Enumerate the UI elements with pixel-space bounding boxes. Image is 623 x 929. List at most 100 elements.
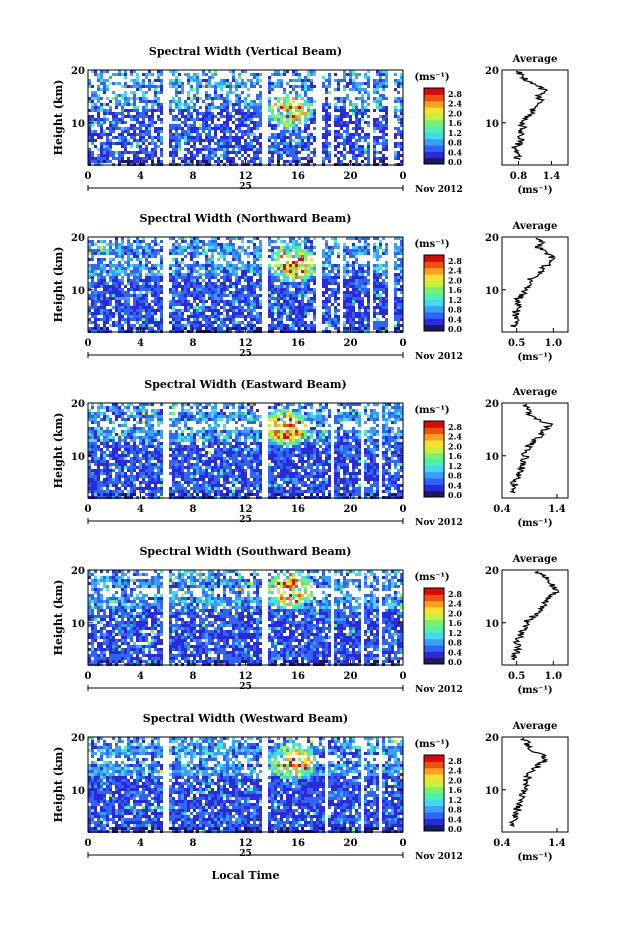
x-tick-label-0-6: 0	[400, 171, 407, 182]
x-tick-label-1-2: 8	[190, 338, 197, 349]
colorbar-2	[423, 420, 445, 498]
colorbar-swatch-3-10	[424, 594, 444, 602]
colorbar-swatch-1-2	[424, 312, 444, 319]
profile-x-label-0-1: 1.4	[543, 171, 560, 182]
profile-x-label-2-1: 1.4	[548, 504, 565, 515]
colorbar-tick-2-4: 1.2	[448, 461, 462, 471]
ylabel-0: Height (km)	[52, 80, 65, 156]
colorbar-swatch-0-0	[424, 157, 444, 165]
profile-xlabel-4: (ms⁻¹)	[517, 852, 552, 863]
colorbar-swatch-4-1	[424, 818, 444, 826]
x-tick-label-3-2: 8	[190, 671, 197, 682]
x-tick-label-2-4: 16	[291, 504, 305, 515]
colorbar-frame-0	[423, 87, 445, 165]
profile-x-label-0-0: 0.8	[510, 171, 527, 182]
colorbar-tick-3-3: 1.6	[448, 618, 462, 628]
colorbar-swatch-1-9	[424, 267, 444, 275]
profile-xlabel-2: (ms⁻¹)	[517, 518, 552, 529]
colorbar-tick-0-6: 0.4	[448, 147, 462, 157]
x-tick-label-4-6: 0	[400, 838, 407, 849]
x-tick-label-3-5: 20	[344, 671, 358, 682]
colorbar-tick-3-0: 2.8	[448, 589, 462, 599]
colorbar-tick-0-2: 2.0	[448, 108, 462, 118]
colorbar-tick-1-4: 1.2	[448, 295, 462, 305]
x-tick-label-2-2: 8	[190, 504, 197, 515]
x-tick-label-0-0: 0	[85, 171, 92, 182]
colorbar-tick-4-4: 1.2	[448, 795, 462, 805]
profile-x-label-3-0: 0.5	[508, 671, 525, 682]
x-tick-label-0-3: 12	[239, 171, 253, 182]
colorbar-tick-3-7: 0.0	[448, 657, 462, 667]
colorbar-tick-0-1: 2.4	[448, 99, 462, 109]
x-tick-label-4-0: 0	[85, 838, 92, 849]
x-tick-label-2-3: 12	[239, 504, 253, 515]
profile-y-label-1-0: 20	[485, 233, 499, 244]
colorbar-tick-2-7: 0.0	[448, 490, 462, 500]
colorbar-tick-1-7: 0.0	[448, 324, 462, 334]
panel-2	[87, 402, 569, 524]
x-tick-label-1-0: 0	[85, 338, 92, 349]
x-tick-label-2-1: 4	[137, 504, 144, 515]
profile-x-label-4-0: 0.4	[493, 838, 510, 849]
colorbar-swatch-2-2	[424, 478, 444, 485]
xlabel: Local Time	[212, 869, 280, 882]
ylabel-1: Height (km)	[52, 247, 65, 323]
colorbar-tick-1-5: 0.8	[448, 305, 462, 315]
y-tick-label-1-0: 20	[71, 233, 85, 244]
colorbar-swatch-2-7	[424, 446, 444, 454]
profile-y-label-4-0: 20	[485, 733, 499, 744]
profile-y-label-0-0: 20	[485, 66, 499, 77]
colorbar-tick-0-7: 0.0	[448, 157, 462, 167]
x-tick-label-0-5: 20	[344, 171, 358, 182]
profile-y-label-1-1: 10	[485, 286, 499, 297]
colorbar-swatch-0-1	[424, 151, 444, 159]
colorbar-tick-3-6: 0.4	[448, 647, 462, 657]
colorbar-unit-2: (ms⁻¹)	[414, 405, 449, 416]
y-tick-label-0-0: 20	[71, 66, 85, 77]
profile-line-3	[510, 570, 560, 661]
colorbar-swatch-0-2	[424, 145, 444, 152]
colorbar-frame-4	[423, 754, 445, 832]
x-tick-label-1-6: 0	[400, 338, 407, 349]
colorbar-swatch-2-6	[424, 452, 444, 460]
heatmap-2	[88, 403, 403, 499]
x-tick-label-3-4: 16	[291, 671, 305, 682]
colorbar-swatch-4-3	[424, 805, 444, 813]
colorbar-tick-4-6: 0.4	[448, 814, 462, 824]
colorbar-swatch-1-6	[424, 286, 444, 294]
colorbar-tick-0-5: 0.8	[448, 138, 462, 148]
colorbar-swatch-3-3	[424, 638, 444, 646]
colorbar-frame-1	[423, 254, 445, 332]
colorbar-tick-1-6: 0.4	[448, 314, 462, 324]
date-label-2: Nov 2012	[415, 518, 463, 528]
colorbar-tick-3-2: 2.0	[448, 608, 462, 618]
colorbar-swatch-2-3	[424, 471, 444, 479]
colorbar-swatch-3-8	[424, 607, 444, 614]
profile-x-label-3-1: 1.0	[545, 671, 562, 682]
profile-frame-4	[501, 736, 569, 833]
heatmap-3	[88, 570, 403, 666]
y-tick-label-4-0: 20	[71, 733, 85, 744]
colorbar-tick-3-5: 0.8	[448, 638, 462, 648]
colorbar-swatch-4-0	[424, 824, 444, 832]
colorbar-swatch-3-7	[424, 613, 444, 621]
date-label-0: Nov 2012	[415, 185, 463, 195]
colorbar-unit-0: (ms⁻¹)	[414, 72, 449, 83]
colorbar-swatch-2-9	[424, 433, 444, 441]
profile-line-0	[511, 70, 549, 161]
colorbar-swatch-4-5	[424, 793, 444, 800]
colorbar-tick-1-2: 2.0	[448, 275, 462, 285]
colorbar-4	[423, 754, 445, 832]
x-tick-label-1-1: 4	[137, 338, 144, 349]
profile-title-1: Average	[512, 221, 558, 232]
x-tick-label-2-6: 0	[400, 504, 407, 515]
x-tick-label-3-0: 0	[85, 671, 92, 682]
x-tick-label-3-6: 0	[400, 671, 407, 682]
colorbar-tick-1-3: 1.6	[448, 285, 462, 295]
colorbar-swatch-1-4	[424, 299, 444, 307]
colorbar-tick-2-2: 2.0	[448, 441, 462, 451]
profile-title-2: Average	[512, 387, 558, 398]
day-label-1: 25	[239, 349, 252, 359]
colorbar-swatch-3-6	[424, 619, 444, 627]
panel-title-0: Spectral Width (Vertical Beam)	[149, 45, 342, 58]
